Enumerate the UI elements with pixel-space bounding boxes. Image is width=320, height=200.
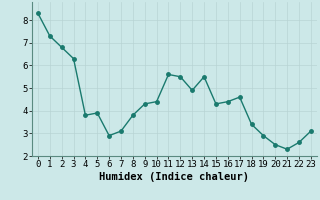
X-axis label: Humidex (Indice chaleur): Humidex (Indice chaleur) xyxy=(100,172,249,182)
